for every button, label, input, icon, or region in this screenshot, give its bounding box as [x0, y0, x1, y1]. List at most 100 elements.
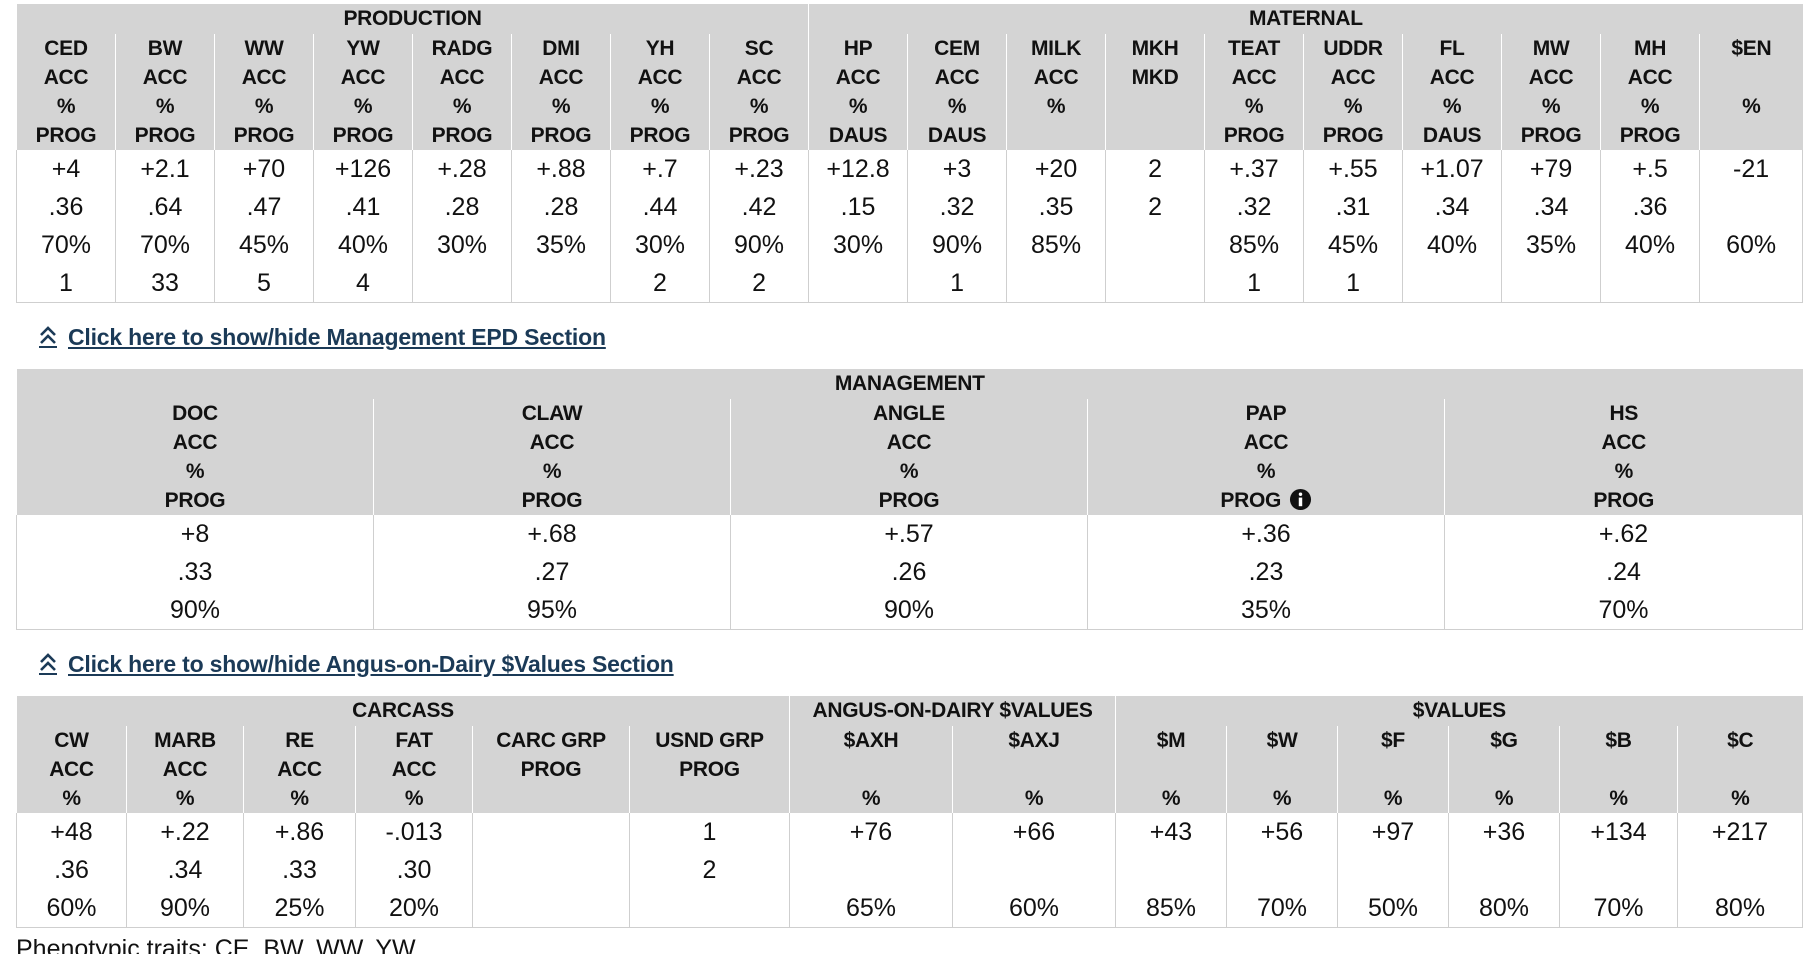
header-teat-line: ACC — [1205, 63, 1303, 92]
header-cem-line: CEM — [908, 34, 1006, 63]
value-text: +43 — [1149, 818, 1193, 846]
value-text: +70 — [242, 155, 286, 183]
value-text: 50% — [1367, 894, 1419, 922]
header-text: ACC — [340, 66, 386, 89]
value-text — [1007, 264, 1105, 302]
value-cell-claw: .27 — [373, 553, 731, 591]
header-hp-line: ACC — [809, 63, 907, 92]
header-text: % — [1541, 95, 1561, 118]
value-text: 5 — [257, 269, 271, 297]
header-text: DMI — [542, 37, 580, 60]
header-text: % — [1614, 460, 1634, 483]
value-cell-dollar-w — [1226, 851, 1339, 889]
value-cell-cw: 60% — [16, 889, 127, 928]
value-text: +4 — [51, 155, 81, 183]
value-cell-mw: +79 — [1501, 150, 1602, 188]
header-text: % — [1640, 95, 1660, 118]
header-teat: TEAT ACC% PROG — [1204, 34, 1304, 150]
header-claw-line: CLAW — [374, 399, 730, 428]
header-usnd-grp-line: USND GRP — [630, 726, 789, 755]
value-cell-hp: 30% — [808, 226, 909, 264]
value-text: 35% — [1240, 596, 1292, 624]
value-cell-fl: 40% — [1402, 226, 1503, 264]
value-text: 95% — [526, 596, 578, 624]
management-toggle-label[interactable]: Click here to show/hide Management EPD S… — [68, 323, 606, 350]
header-yw-line: % — [314, 92, 412, 121]
table-row: .36 .64 .47 .41 .28 .28 .44 .42 .15 .32 .35 2 .32 .31… — [16, 188, 1804, 226]
header-text: DAUS — [828, 124, 888, 147]
value-cell-sc: +.23 — [708, 150, 810, 188]
header-angle-line: ACC — [731, 428, 1087, 457]
header-text: $B — [1605, 729, 1632, 752]
header-text: RE — [285, 729, 314, 752]
value-cell-bw: .64 — [115, 188, 215, 226]
info-circle-icon[interactable] — [1289, 488, 1312, 511]
header-ww-line: WW — [215, 34, 313, 63]
value-cell-dmi — [511, 264, 611, 303]
management-toggle-link[interactable]: Click here to show/hide Management EPD S… — [38, 315, 1804, 359]
value-cell-cem: +3 — [907, 150, 1008, 188]
header-text: % — [1244, 95, 1264, 118]
value-cell-re: .33 — [243, 851, 356, 889]
value-text: .35 — [1038, 193, 1074, 221]
header-hs-line: % — [1445, 457, 1803, 486]
value-text: +.28 — [437, 155, 487, 183]
header-text: DAUS — [1422, 124, 1482, 147]
value-cell-dollar-c: 80% — [1677, 889, 1804, 928]
value-cell-fl: .34 — [1402, 188, 1503, 226]
value-text: 90% — [734, 231, 785, 259]
header-cw-line: CW — [17, 726, 126, 755]
value-cell-dollar-c: +217 — [1677, 813, 1804, 851]
header-mkh-line — [1106, 121, 1204, 150]
header-text: ACC — [934, 66, 980, 89]
value-cell-ww: 5 — [214, 264, 314, 303]
value-text — [1403, 264, 1501, 302]
header-text: CLAW — [521, 402, 583, 425]
header-text: % — [175, 787, 195, 810]
value-text: +3 — [942, 155, 972, 183]
header-text: % — [861, 787, 881, 810]
value-cell-dollar-c — [1677, 851, 1804, 889]
header-bw: BW ACC% PROG — [115, 34, 215, 150]
header-text: FAT — [395, 729, 433, 752]
header-text: ACC — [1243, 431, 1289, 454]
header-text: PROG — [1520, 124, 1582, 147]
value-cell-yw: 40% — [313, 226, 413, 264]
epd-body: +4 +2.1 +70 +126 +.28 +.88 +.7 +.23 +12.8 +3 +20 2 +… — [16, 150, 1804, 303]
header-mkh: MKH MKD — [1105, 34, 1205, 150]
value-text — [1700, 188, 1802, 226]
header-yw-line: ACC — [314, 63, 412, 92]
management-body: +8 +.68 +.57 +.36 +.62.33.27.26.23.24 90% 95% 9… — [16, 515, 1804, 630]
value-text: .33 — [282, 856, 317, 884]
header-text: $W — [1266, 729, 1298, 752]
value-cell-usnd-grp — [629, 889, 790, 928]
dairy-toggle-link[interactable]: Click here to show/hide Angus-on-Dairy $… — [38, 642, 1804, 686]
value-cell-bw: 33 — [115, 264, 215, 303]
header-fl: FL ACC% DAUS — [1402, 34, 1502, 150]
header-ww-line: PROG — [215, 121, 313, 150]
value-text: .34 — [1434, 193, 1470, 221]
header-text: % — [254, 95, 274, 118]
value-cell-uddr: +.55 — [1303, 150, 1404, 188]
dairy-toggle-label[interactable]: Click here to show/hide Angus-on-Dairy $… — [68, 650, 674, 677]
value-text: .15 — [840, 193, 876, 221]
value-cell-angle: .26 — [730, 553, 1088, 591]
value-text: .64 — [147, 193, 183, 221]
header-yh: YH ACC% PROG — [610, 34, 710, 150]
value-text: 1 — [59, 269, 73, 297]
value-cell-dollar-w: +56 — [1226, 813, 1339, 851]
value-text — [1678, 851, 1802, 889]
header-text: % — [1024, 787, 1044, 810]
header-dollar-w-line: % — [1227, 784, 1337, 813]
value-cell-dollar-axh — [789, 851, 953, 889]
header-ced: CED ACC% PROG — [16, 34, 116, 150]
header-text: % — [1442, 95, 1462, 118]
group-dollar-values: $VALUES — [1115, 696, 1803, 726]
value-text: .34 — [1533, 193, 1569, 221]
header-text: PROG — [1223, 124, 1285, 147]
header-re-line: RE — [244, 726, 355, 755]
header-dollar-w-line: $W — [1227, 726, 1337, 755]
values-body: +48 +.22 +.86 -.013 1 +76 +66 +43 +56 +97 +36 +134 +… — [16, 813, 1804, 928]
value-text: +.86 — [274, 818, 325, 846]
header-fl-line: % — [1403, 92, 1501, 121]
